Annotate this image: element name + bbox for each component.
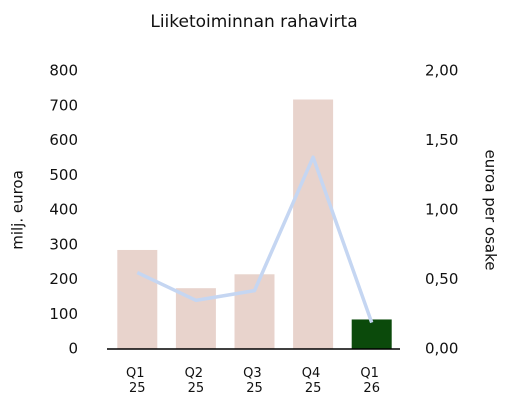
y-tick-label: 0 — [68, 340, 78, 358]
bar — [351, 319, 392, 349]
bar — [117, 249, 158, 349]
y-tick-label: 500 — [49, 166, 78, 184]
y2-tick-label: 0,00 — [425, 340, 458, 358]
y-tick-label: 700 — [49, 96, 78, 114]
y-tick-label: 400 — [49, 201, 78, 219]
chart-title: Liiketoiminnan rahavirta — [150, 12, 357, 32]
y-tick-label: 100 — [49, 305, 78, 323]
x-tick-label: Q1 25 — [126, 366, 149, 396]
y2-tick-label: 1,50 — [425, 131, 458, 149]
y2-tick-label: 0,50 — [425, 270, 458, 288]
x-tick-label: Q3 25 — [243, 366, 266, 396]
x-tick-label: Q1 26 — [360, 366, 383, 396]
bar — [234, 274, 275, 349]
y2-tick-label: 1,00 — [425, 201, 458, 219]
y-tick-label: 600 — [49, 131, 78, 149]
y-axis-title: milj. euroa — [9, 170, 27, 250]
x-tick-label: Q4 25 — [302, 366, 325, 396]
y2-axis-title: euroa per osake — [482, 150, 500, 271]
y2-tick-label: 2,00 — [425, 62, 458, 80]
line — [136, 155, 374, 324]
x-tick-label: Q2 25 — [185, 366, 208, 396]
y-tick-label: 300 — [49, 235, 78, 253]
y-tick-label: 200 — [49, 270, 78, 288]
y-tick-label: 800 — [49, 62, 78, 80]
bar — [293, 99, 334, 350]
